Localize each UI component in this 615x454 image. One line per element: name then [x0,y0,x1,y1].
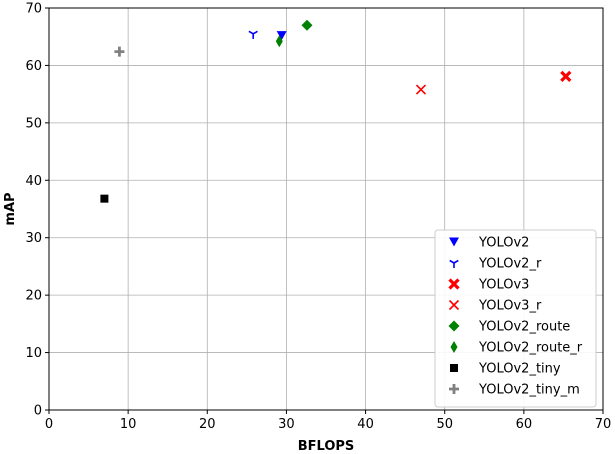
data-point [100,194,109,203]
x-tick-label: 70 [595,417,612,432]
x-tick-label: 30 [278,417,295,432]
legend-marker [449,237,459,247]
legend-marker [449,384,459,394]
y-axis-ticks: 0 10 20 30 40 50 60 70 [25,2,49,419]
data-point [276,31,287,41]
legend-marker [448,299,460,311]
y-tick-label: 0 [34,404,42,419]
y-tick-label: 60 [25,59,42,74]
legend-box [434,229,597,408]
plot-frame [48,7,604,411]
legend-label: YOLOv2_route_r [478,341,583,356]
data-point [275,35,283,48]
legend-marker [450,364,458,372]
x-tick-label: 50 [436,417,453,432]
legend-label: YOLOv2 [478,236,529,251]
legend: YOLOv2 YOLOv2_r YOLOv3 YOLOv3_r YOLOv2_route… [434,229,597,408]
y-tick-label: 70 [25,2,42,17]
y-tick-label: 40 [25,174,42,189]
legend-marker [448,320,460,332]
data-point [248,30,258,39]
data-point [114,46,125,57]
legend-label: YOLOv3 [478,278,529,293]
x-tick-label: 0 [45,417,53,432]
y-tick-label: 10 [25,346,42,361]
legend-marker [450,341,458,353]
x-axis-label: BFLOPS [298,439,355,454]
x-axis-ticks: 0 10 20 30 40 50 60 70 [45,410,611,432]
legend-label: YOLOv2_r [478,257,542,272]
x-tick-label: 20 [199,417,216,432]
data-point [415,84,427,95]
x-tick-label: 40 [357,417,374,432]
x-tick-label: 60 [516,417,533,432]
y-tick-label: 20 [25,289,42,304]
y-tick-label: 30 [25,231,42,246]
legend-marker [449,259,459,268]
legend-label: YOLOv2_tiny_m [478,383,580,398]
legend-marker [448,278,460,290]
data-points [100,19,572,203]
legend-label: YOLOv2_route [478,320,570,335]
y-axis-label: mAP [3,192,18,225]
y-tick-label: 50 [25,116,42,131]
data-point [301,19,313,31]
legend-label: YOLOv3_r [478,299,542,314]
data-point [560,70,572,82]
legend-label: YOLOv2_tiny [478,362,561,377]
x-tick-label: 10 [120,417,137,432]
